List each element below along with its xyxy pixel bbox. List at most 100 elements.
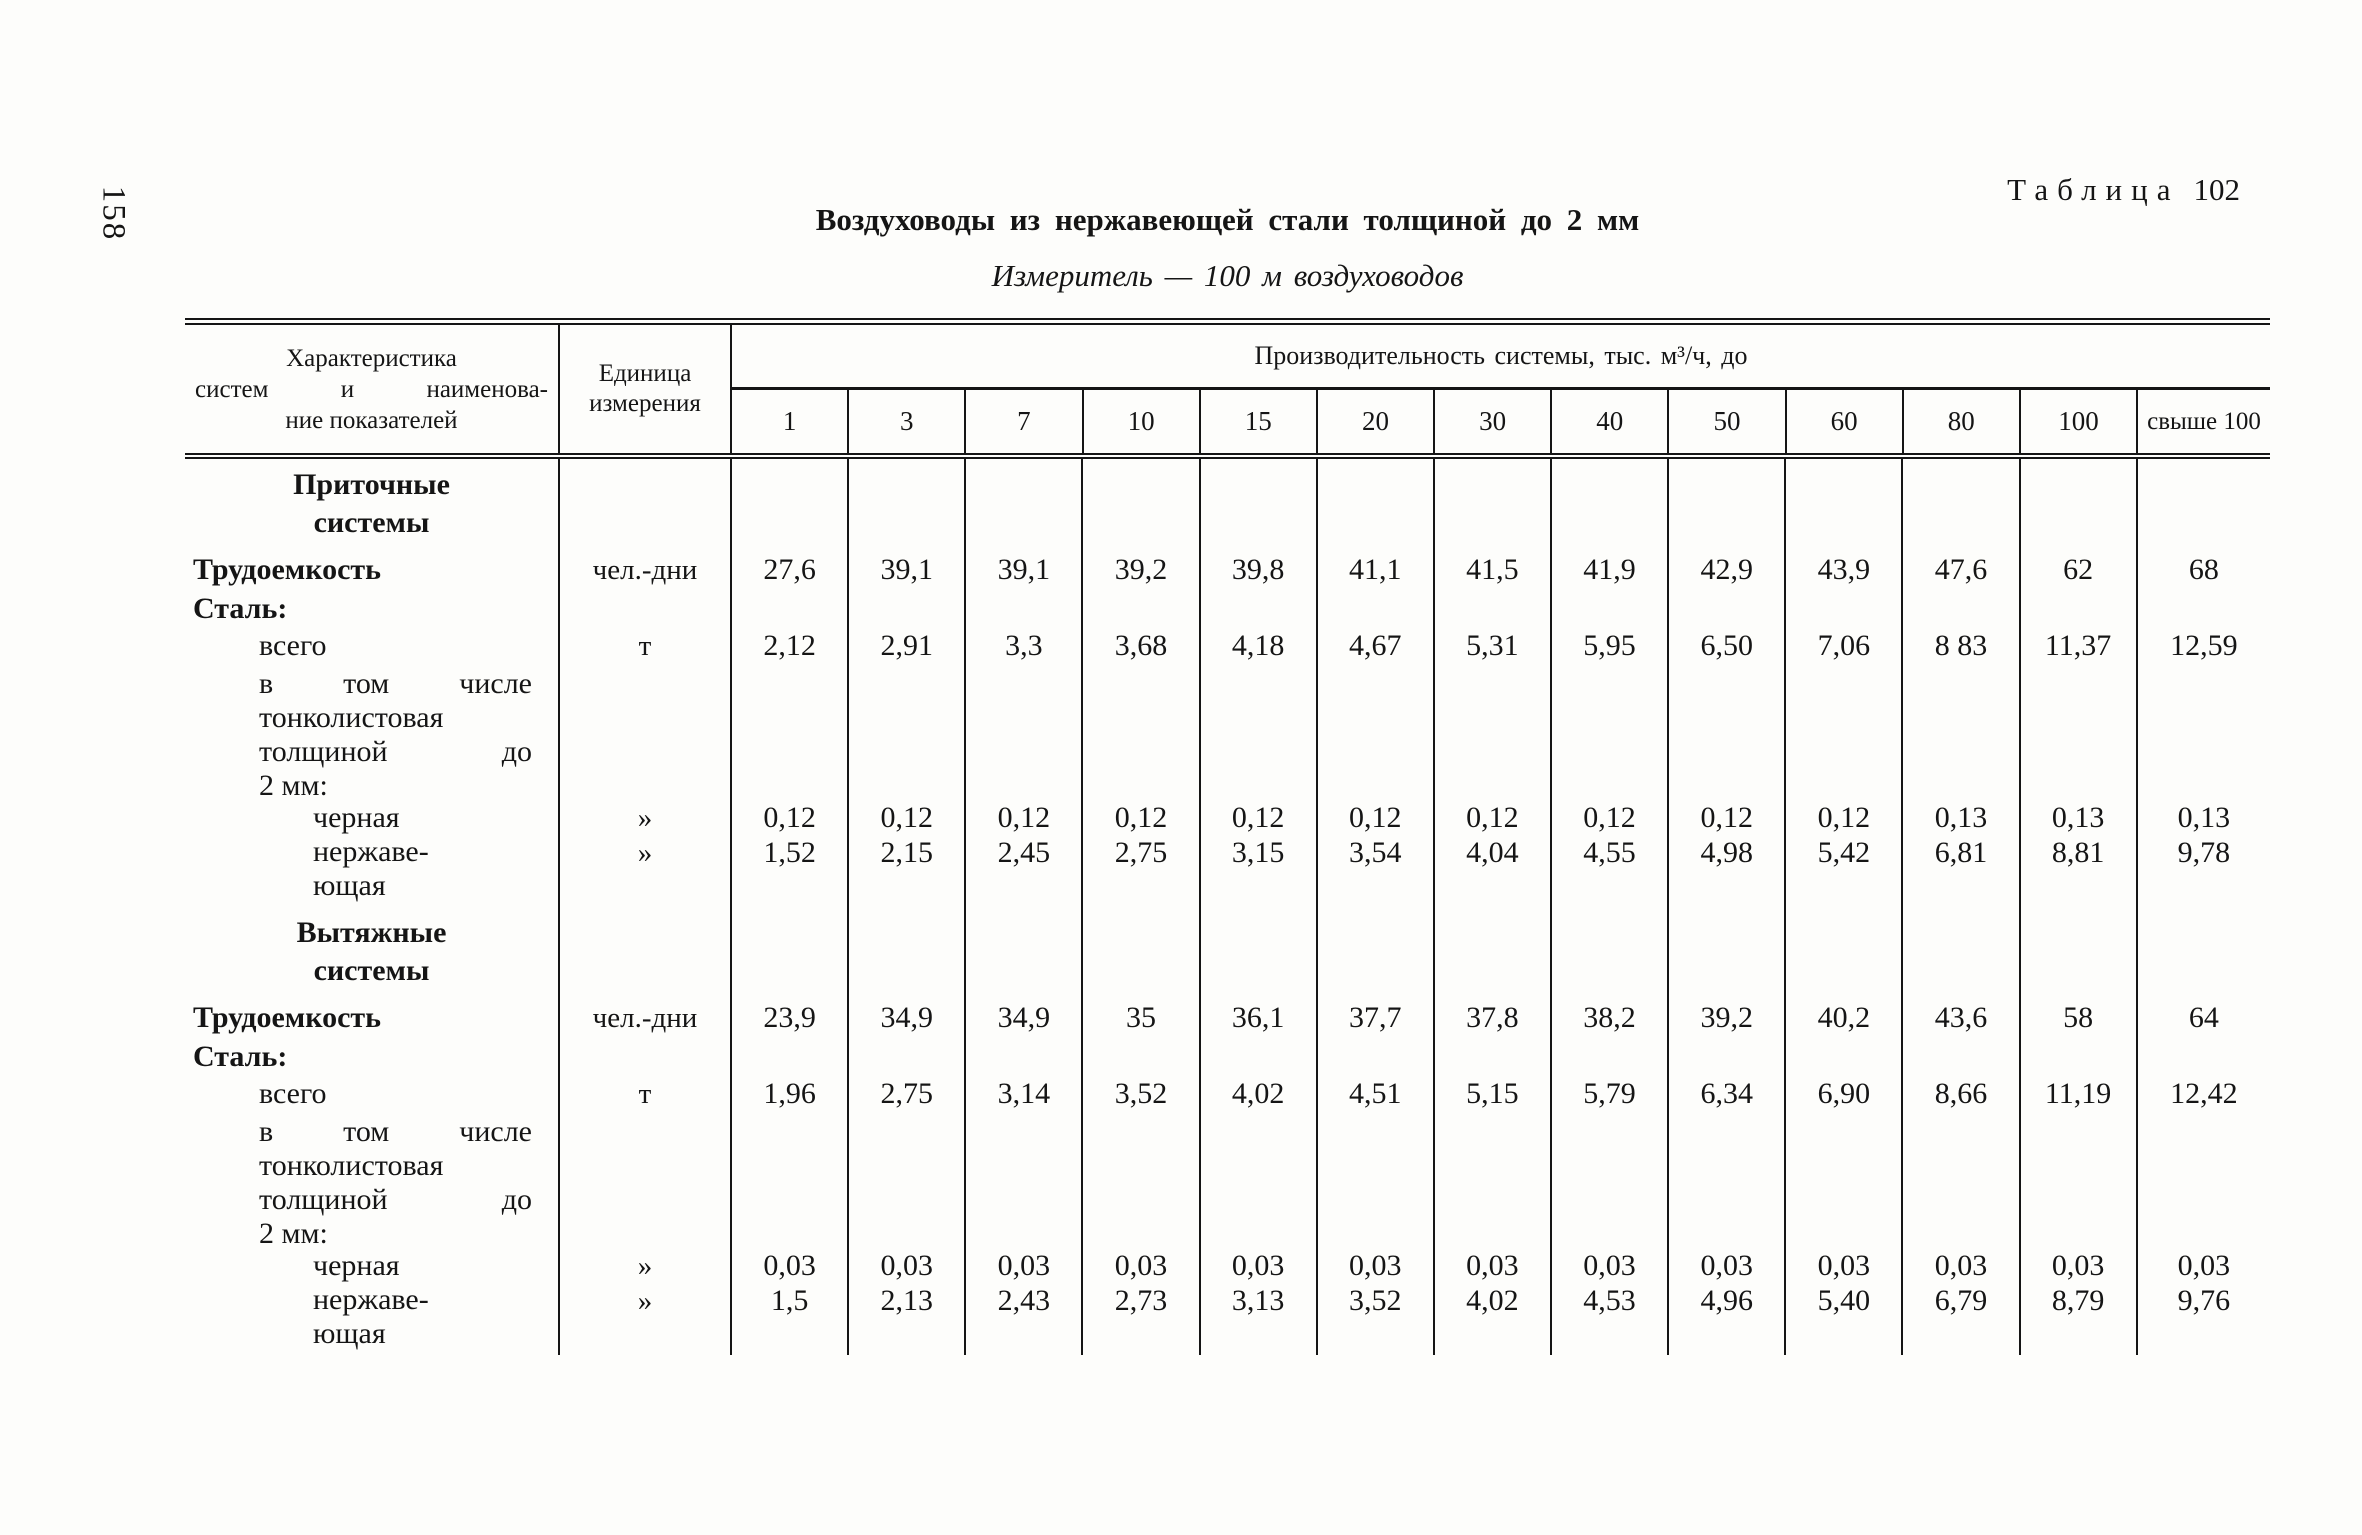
value-cell: 9,78	[2135, 835, 2270, 907]
row-label: всего	[185, 627, 560, 665]
empty-cell	[1081, 591, 1198, 627]
section-heading: Приточные системы	[185, 459, 560, 549]
value-cell: 1,52	[763, 836, 816, 869]
value-cell: 3,13	[1198, 1283, 1316, 1355]
value-cell: 5,95	[1549, 627, 1667, 665]
value-cell: 0,12	[1432, 801, 1550, 835]
column-header: 10	[1081, 390, 1199, 453]
value-cell: 0,12	[1667, 801, 1784, 835]
value-cell: 0,03	[1432, 1249, 1550, 1283]
unit-cell: чел.-дни	[560, 997, 732, 1039]
value-cell: 12,59	[2135, 627, 2270, 665]
value-row	[732, 1039, 2270, 1075]
empty-cell	[732, 665, 847, 801]
value-cell: 34,9	[964, 997, 1081, 1039]
value-cell: 0,03	[763, 1249, 816, 1282]
value-cell: 0,12	[1784, 801, 1901, 835]
value-row: 1,52 2,15 2,45 2,75 3,15 3,54 4,04 4,55 4,98 5,42…	[732, 835, 2270, 907]
value-cell: 3,68	[1081, 627, 1198, 665]
value-cell: 0,03	[964, 1249, 1081, 1283]
empty-cell	[1784, 459, 1901, 549]
header-unit-line: измерения	[589, 390, 701, 417]
empty-cell	[2018, 1113, 2136, 1249]
row-label: в том числе тонколистовая толщиной до 2 …	[185, 1113, 560, 1250]
value-cell: 36,1	[1198, 997, 1316, 1039]
value-cell: 27,6	[763, 553, 816, 586]
table-row: Трудоемкость чел.-дни 23,9 34,9 34,9 35 36,1…	[185, 997, 2270, 1039]
table-row: Сталь:	[185, 1039, 2270, 1075]
value-cell: 5,42	[1784, 835, 1901, 907]
row-label: нержаве- ющая	[185, 835, 560, 907]
value-cell: 42,9	[1667, 549, 1784, 591]
table-row: всего т 1,96 2,75 3,14 3,52 4,02 4,51 5,15 5,79…	[185, 1075, 2270, 1113]
value-cell: 6,34	[1667, 1075, 1784, 1113]
value-cell: 2,91	[847, 627, 964, 665]
empty-cell	[1901, 459, 2018, 549]
column-header: 80	[1901, 390, 2019, 453]
table-caption: Таблица 102	[2007, 172, 2240, 208]
value-cell: 4,55	[1549, 835, 1667, 907]
empty-cell	[964, 1039, 1081, 1075]
row-label: нержаве- ющая	[185, 1283, 560, 1355]
value-cell: 62	[2018, 549, 2136, 591]
value-cell: 0,03	[2135, 1249, 2270, 1283]
value-cell: 0,13	[2018, 801, 2136, 835]
table-row: черная » 0,12 0,12 0,12 0,12 0,12 0,12 0,12 0,1…	[185, 801, 2270, 835]
value-cell: 5,31	[1432, 627, 1550, 665]
value-cell: 0,03	[1549, 1249, 1667, 1283]
empty-cell	[964, 1113, 1081, 1249]
value-cell: 39,2	[1667, 997, 1784, 1039]
unit-cell: »	[560, 1283, 732, 1355]
section-heading-row: Приточные системы	[185, 459, 2270, 549]
column-header: 50	[1667, 390, 1784, 453]
empty-cell	[1432, 907, 1550, 997]
empty-cell	[847, 665, 964, 801]
empty-cell	[847, 1113, 964, 1249]
empty-cell	[964, 591, 1081, 627]
empty-cell	[1549, 907, 1667, 997]
table-row: в том числе тонколистовая толщиной до 2 …	[185, 665, 2270, 802]
empty-cell	[1081, 907, 1198, 997]
value-cell: 8 83	[1901, 627, 2018, 665]
empty-cell	[1784, 1039, 1901, 1075]
header-characteristics-line: ние показателей	[285, 406, 458, 434]
value-row: 1,96 2,75 3,14 3,52 4,02 4,51 5,15 5,79 6,34 6,90…	[732, 1075, 2270, 1113]
value-cell: 68	[2135, 549, 2270, 591]
value-cell: 6,81	[1901, 835, 2018, 907]
header-characteristics-line: систем и наименова-	[195, 375, 548, 403]
value-cell: 3,14	[964, 1075, 1081, 1113]
value-cell: 41,1	[1315, 549, 1433, 591]
empty-cell	[1315, 1113, 1433, 1249]
empty-cell	[1432, 1113, 1550, 1249]
value-cell: 4,98	[1667, 835, 1784, 907]
empty-cell	[732, 459, 847, 549]
value-cell: 39,1	[847, 549, 964, 591]
empty-cell	[2135, 665, 2270, 801]
value-cell: 23,9	[763, 1001, 816, 1034]
empty-cell	[1198, 665, 1316, 801]
column-header: 7	[964, 390, 1081, 453]
unit-cell	[560, 1039, 732, 1075]
value-cell: 5,15	[1432, 1075, 1550, 1113]
row-label: Трудоемкость	[185, 549, 560, 591]
value-cell: 4,02	[1432, 1283, 1550, 1355]
table-row: черная » 0,03 0,03 0,03 0,03 0,03 0,03 0,03 0,0…	[185, 1249, 2270, 1283]
empty-cell	[732, 907, 847, 997]
column-header: 30	[1433, 390, 1550, 453]
empty-cell	[1315, 1039, 1433, 1075]
value-cell: 1,96	[763, 1077, 816, 1110]
value-cell: 58	[2018, 997, 2136, 1039]
section-heading: Вытяжные системы	[185, 907, 560, 997]
table-row: всего т 2,12 2,91 3,3 3,68 4,18 4,67 5,31 5,95 6…	[185, 627, 2270, 665]
header-characteristics: Характеристика систем и наименова- ние п…	[185, 325, 560, 453]
value-cell: 6,90	[1784, 1075, 1901, 1113]
table-row: Трудоемкость чел.-дни 27,6 39,1 39,1 39,2 39…	[185, 549, 2270, 591]
empty-cell	[1667, 907, 1784, 997]
empty-cell	[732, 1113, 847, 1249]
table-row: нержаве- ющая » 1,5 2,13 2,43 2,73 3,13 3,52 4…	[185, 1283, 2270, 1355]
value-cell: 0,03	[1315, 1249, 1433, 1283]
empty-cell	[1667, 459, 1784, 549]
page-number: 158	[95, 185, 132, 242]
value-cell: 0,03	[1901, 1249, 2018, 1283]
value-cell: 37,7	[1315, 997, 1433, 1039]
